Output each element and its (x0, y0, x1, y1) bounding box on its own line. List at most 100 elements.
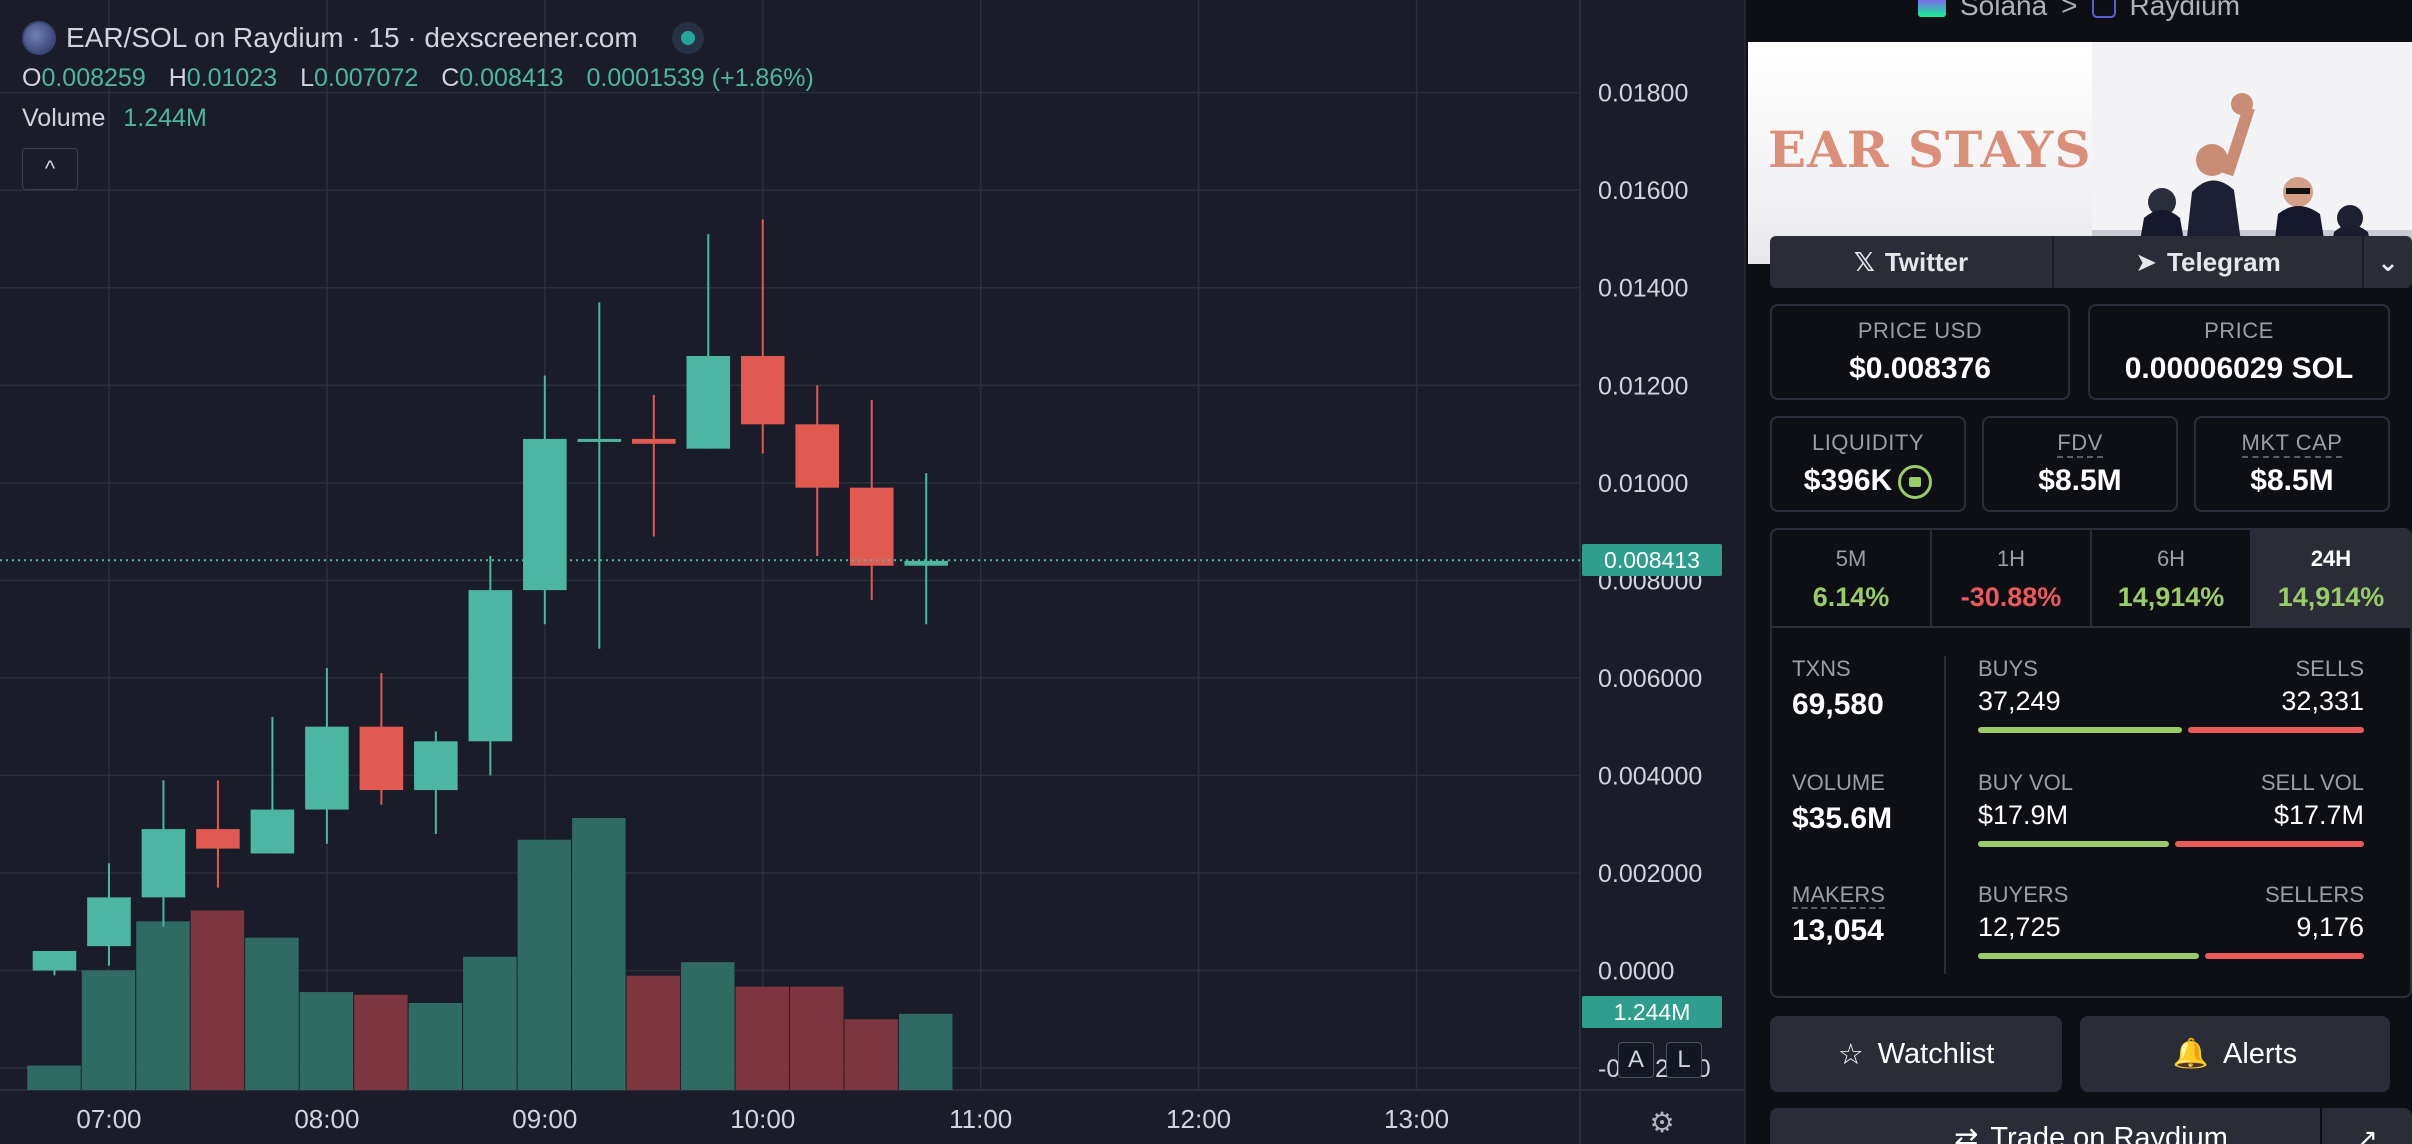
chart-title: EAR/SOL on Raydium · 15 · dexscreener.co… (66, 22, 638, 53)
star-icon: ☆ (1837, 1038, 1864, 1071)
more-links-button[interactable]: ⌄ (2364, 236, 2412, 288)
live-status-icon (671, 22, 704, 54)
volume-bar (626, 975, 681, 1090)
makers-label[interactable]: MAKERS (1792, 882, 1885, 909)
sell-vol-bar-fill (2175, 841, 2364, 847)
twitter-button[interactable]: 𝕏 Twitter (1770, 236, 2054, 288)
trade-button[interactable]: ⇄ Trade on Raydium ↗ (1770, 1108, 2412, 1144)
volume-bar (136, 921, 190, 1090)
candle-body (87, 897, 131, 947)
tab-5m[interactable]: 5M 6.14% (1772, 530, 1932, 626)
close-label: C (441, 64, 460, 92)
tab-1h[interactable]: 1H -30.88% (1932, 530, 2092, 626)
volume-bar (408, 1002, 463, 1090)
price-tick-label: 0.01600 (1598, 177, 1688, 205)
high-value: 0.01023 (186, 64, 278, 92)
candlestick-chart[interactable]: 0.01800 0.01600 0.01400 0.01200 0.01000 0.008… (0, 0, 1744, 1144)
price-tick-label: 0.004000 (1598, 762, 1702, 790)
candle-body (686, 356, 731, 449)
lock-icon[interactable] (1898, 465, 1933, 500)
tab-5m-label: 5M (1835, 546, 1867, 571)
volume-value: 1.244M (123, 104, 207, 132)
candle-body (849, 487, 894, 566)
mktcap-value: $8.5M (2250, 464, 2334, 497)
tab-1h-label: 1H (1996, 546, 2026, 571)
candle-body (632, 438, 676, 444)
mktcap-card: MKT CAP $8.5M (2194, 416, 2390, 512)
solana-icon (1917, 0, 1946, 17)
volume-bar (844, 1019, 898, 1090)
makers-stat: MAKERS 13,054 (1792, 882, 1885, 948)
volume-bar (790, 986, 844, 1090)
price-usd-value: $0.008376 (1849, 352, 1991, 385)
sellers-label: SELLERS (2264, 882, 2364, 907)
price-chart[interactable]: 0.01800 0.01600 0.01400 0.01200 0.01000 0.008… (0, 0, 1744, 1144)
candle-body (904, 560, 948, 566)
open-value: 0.008259 (41, 64, 146, 92)
stats-divider (1944, 656, 1946, 974)
timeframe-tabs: 5M 6.14% 1H -30.88% 6H 14,914% 24H 14,91… (1770, 528, 2412, 628)
liquidity-card: LIQUIDITY $396K (1770, 416, 1966, 512)
low-label: L (300, 64, 314, 92)
sells-label: SELLS (2295, 656, 2365, 681)
txns-value: 69,580 (1792, 688, 1884, 721)
time-tick-label: 12:00 (1166, 1104, 1231, 1134)
candle-body (359, 726, 404, 791)
price-tick-label: 0.01000 (1598, 470, 1688, 498)
buyers-sellers-bar (1978, 953, 2364, 959)
change-value: 0.0001539 (+1.86%) (586, 64, 814, 92)
buys-sells-bar (1978, 727, 2364, 733)
external-link-icon[interactable]: ↗ (2320, 1108, 2412, 1144)
candle-body (196, 829, 240, 849)
candle-body (523, 438, 567, 591)
open-label: O (22, 64, 42, 92)
chevron-up-icon: ^ (44, 156, 56, 181)
buyers-value: 12,725 (1978, 912, 2061, 942)
time-tick-label: 07:00 (76, 1104, 141, 1134)
price-sol-value: 0.00006029 SOL (2124, 352, 2354, 385)
ohlc-values: O0.008259 H0.01023 L0.007072 C0.008413 0… (22, 58, 830, 98)
breadcrumb-chain[interactable]: Solana (1959, 0, 2048, 21)
txns-stat: TXNS 69,580 (1792, 656, 1884, 722)
watchlist-button[interactable]: ☆ Watchlist (1770, 1016, 2062, 1092)
log-scale-button[interactable]: L (1666, 1042, 1702, 1078)
chart-settings-icon[interactable]: ⚙ (1649, 1106, 1675, 1138)
mktcap-label[interactable]: MKT CAP (2241, 430, 2343, 458)
volume-bar (27, 1065, 81, 1090)
bell-icon: 🔔 (2172, 1038, 2209, 1070)
tab-6h-label: 6H (2156, 546, 2186, 571)
collapse-legend-button[interactable]: ^ (22, 148, 78, 190)
liquidity-label: LIQUIDITY (1811, 430, 1925, 455)
candle-body (468, 590, 513, 742)
telegram-button[interactable]: ➤ Telegram (2054, 236, 2364, 288)
time-tick-label: 10:00 (730, 1104, 795, 1134)
auto-scale-button[interactable]: A (1618, 1042, 1654, 1078)
candle-body (250, 809, 295, 854)
fdv-label[interactable]: FDV (2057, 430, 2103, 458)
alerts-button[interactable]: 🔔 Alerts (2080, 1016, 2390, 1092)
liquidity-value: $396K (1803, 464, 1893, 497)
price-tick-label: 0.01200 (1598, 372, 1688, 400)
banner-photo (2092, 42, 2412, 264)
breadcrumb-dex[interactable]: Raydium (2129, 0, 2241, 21)
price-tick-label: 0.006000 (1598, 665, 1702, 693)
time-tick-label: 13:00 (1384, 1104, 1449, 1134)
trade-label: Trade on Raydium (1990, 1121, 2228, 1144)
twitter-label: Twitter (1884, 246, 1969, 277)
volume-bar (190, 910, 245, 1090)
tab-24h[interactable]: 24H 14,914% (2252, 530, 2410, 626)
social-links: 𝕏 Twitter ➤ Telegram ⌄ (1770, 236, 2412, 288)
volume-bar (81, 970, 136, 1090)
tab-6h[interactable]: 6H 14,914% (2092, 530, 2252, 626)
buy-vol-label: BUY VOL (1978, 770, 2073, 795)
price-sol-card: PRICE 0.00006029 SOL (2088, 304, 2390, 400)
tab-24h-change: 14,914% (2277, 582, 2385, 612)
tab-5m-change: 6.14% (1812, 582, 1890, 612)
candle-body (577, 438, 622, 442)
volume-split-bar (1978, 841, 2364, 847)
candle-body (141, 829, 186, 898)
volume-legend: Volume 1.244M (22, 98, 830, 138)
price-tick-label: 0.002000 (1598, 860, 1702, 888)
candle-body (414, 741, 458, 791)
volume-label: Volume (22, 104, 106, 132)
